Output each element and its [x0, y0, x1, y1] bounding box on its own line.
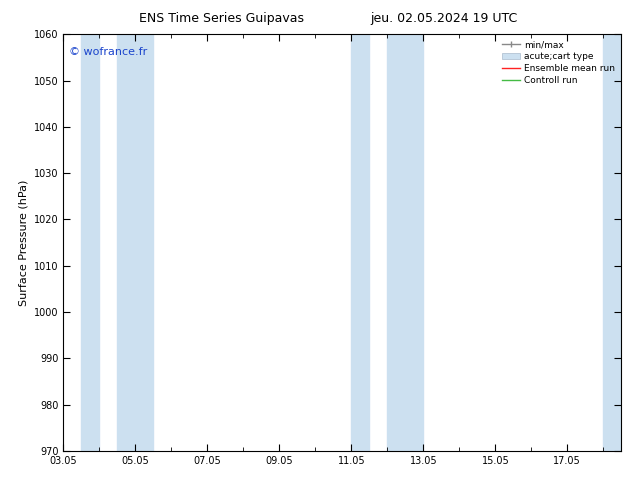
Bar	[81, 34, 100, 451]
Bar	[117, 34, 153, 451]
Text: © wofrance.fr: © wofrance.fr	[69, 47, 147, 57]
Bar	[387, 34, 424, 451]
Text: ENS Time Series Guipavas: ENS Time Series Guipavas	[139, 12, 304, 25]
Y-axis label: Surface Pressure (hPa): Surface Pressure (hPa)	[18, 179, 29, 306]
Legend: min/max, acute;cart type, Ensemble mean run, Controll run: min/max, acute;cart type, Ensemble mean …	[499, 37, 619, 88]
Bar	[604, 34, 621, 451]
Bar	[351, 34, 370, 451]
Text: jeu. 02.05.2024 19 UTC: jeu. 02.05.2024 19 UTC	[370, 12, 517, 25]
